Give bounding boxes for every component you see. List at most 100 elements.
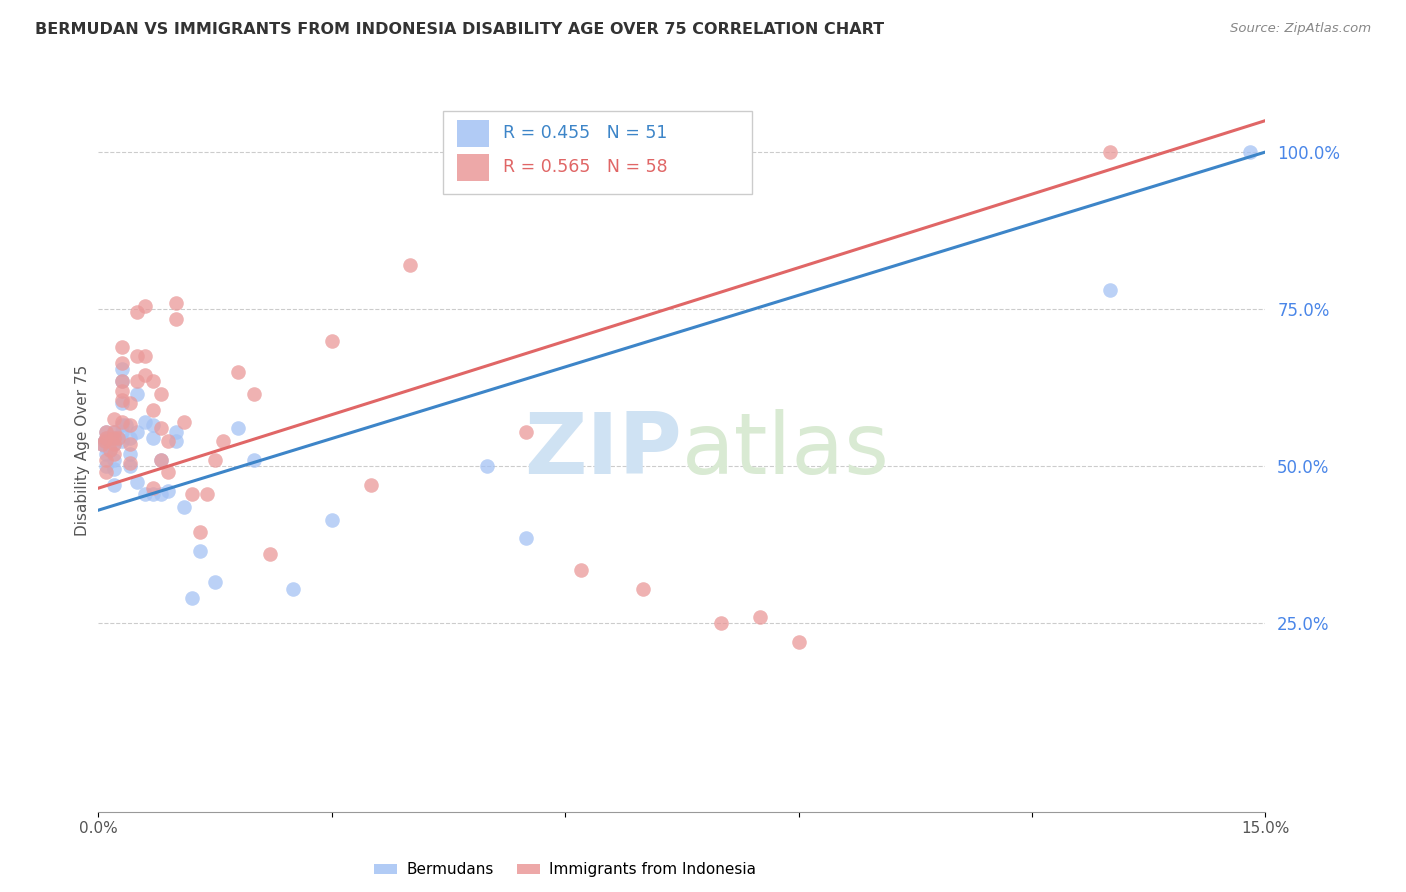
Point [157,434,180,448]
Legend: Bermudans, Immigrants from Indonesia: Bermudans, Immigrants from Indonesia [368,856,762,884]
FancyBboxPatch shape [443,111,752,194]
Point [103,447,125,461]
Point [111,340,134,354]
Point [157,466,180,480]
Point [360,478,382,492]
Point [165,425,187,439]
Point [111,355,134,369]
Point [96,431,118,445]
Point [142,487,165,501]
Point [134,487,156,501]
Point [569,563,592,577]
Text: R = 0.565   N = 58: R = 0.565 N = 58 [503,158,668,177]
Point [134,299,156,313]
Text: atlas: atlas [682,409,890,492]
Point [103,437,125,451]
Point [149,453,172,467]
Point [103,437,125,451]
Point [204,453,226,467]
Point [111,415,134,429]
Text: BERMUDAN VS IMMIGRANTS FROM INDONESIA DISABILITY AGE OVER 75 CORRELATION CHART: BERMUDAN VS IMMIGRANTS FROM INDONESIA DI… [35,22,884,37]
Point [96,425,118,439]
Point [188,525,211,540]
Point [118,447,141,461]
Point [149,453,172,467]
Point [748,610,770,624]
Point [212,434,235,448]
Point [111,425,134,439]
Point [103,431,125,445]
Point [134,368,156,382]
Point [142,418,165,433]
Point [1098,283,1121,297]
Point [228,365,250,379]
Point [173,415,195,429]
Point [127,387,149,401]
Point [96,431,118,445]
Point [127,305,149,319]
Point [98,443,121,458]
Point [142,431,165,445]
Point [107,431,129,445]
Text: R = 0.455   N = 51: R = 0.455 N = 51 [503,124,668,142]
Point [149,487,172,501]
Point [180,487,202,501]
Point [515,532,537,546]
Point [1098,145,1121,159]
Point [114,418,136,433]
Point [103,412,125,426]
Point [165,311,187,326]
Point [149,421,172,435]
Point [787,635,810,649]
Point [180,591,202,606]
Point [111,396,134,410]
FancyBboxPatch shape [457,153,489,181]
Point [118,396,141,410]
Point [103,462,125,476]
Point [195,487,218,501]
Point [103,478,125,492]
Point [111,393,134,408]
Point [259,547,281,561]
Point [142,402,165,417]
Point [107,431,129,445]
Point [118,437,141,451]
Point [111,418,134,433]
Point [165,295,187,310]
Point [96,440,118,454]
Point [96,459,118,474]
Point [243,453,266,467]
Point [321,512,343,526]
Point [188,544,211,558]
Point [103,425,125,439]
Point [321,334,343,348]
Point [103,425,125,439]
Point [118,418,141,433]
Point [477,459,499,474]
Point [111,361,134,376]
Point [91,437,114,451]
Point [118,456,141,470]
Point [96,425,118,439]
Point [134,349,156,363]
Point [142,375,165,389]
Point [228,421,250,435]
Point [118,459,141,474]
Point [98,443,121,458]
Point [111,384,134,398]
FancyBboxPatch shape [457,120,489,147]
Point [515,425,537,439]
Point [93,434,115,448]
Point [111,375,134,389]
Point [157,484,180,499]
Point [127,425,149,439]
Point [96,447,118,461]
Point [173,500,195,514]
Text: Source: ZipAtlas.com: Source: ZipAtlas.com [1230,22,1371,36]
Point [142,481,165,495]
Point [111,375,134,389]
Point [149,387,172,401]
Point [1239,145,1261,159]
Point [118,431,141,445]
Point [243,387,266,401]
